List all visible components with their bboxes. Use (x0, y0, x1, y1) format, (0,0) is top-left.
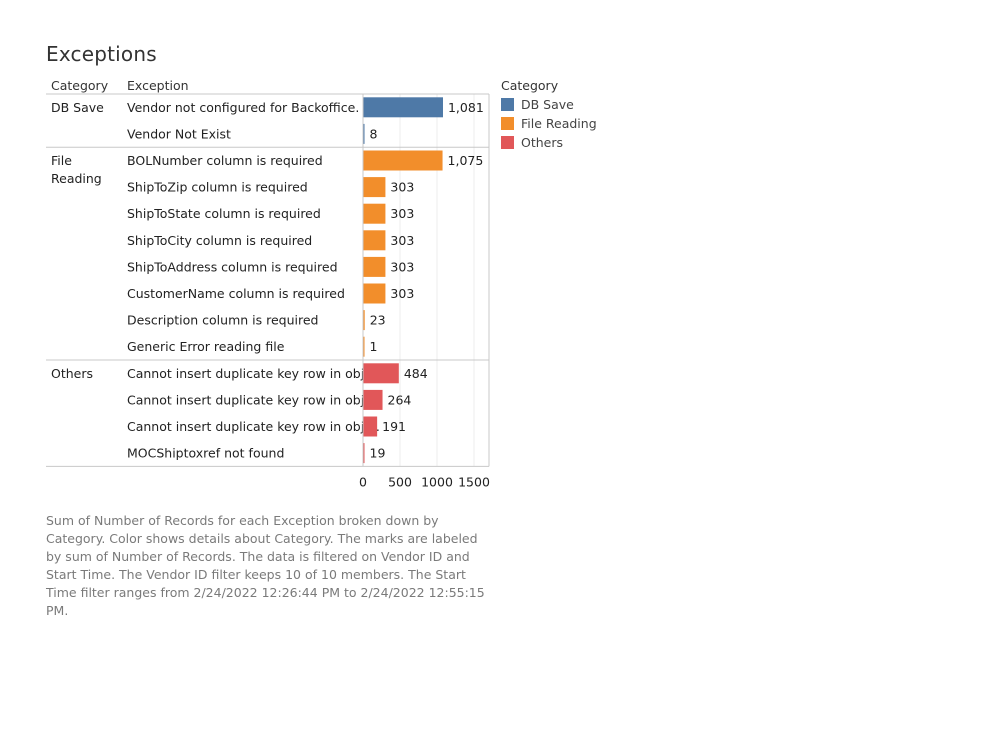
legend: Category DB Save File Reading Others (501, 78, 597, 152)
legend-item-db-save[interactable]: DB Save (501, 95, 597, 114)
data-label: 191 (382, 419, 406, 434)
bar (363, 416, 378, 437)
legend-item-file-reading[interactable]: File Reading (501, 114, 597, 133)
exception-label: Generic Error reading file (127, 339, 285, 354)
page-title: Exceptions (46, 42, 157, 66)
data-label: 8 (370, 126, 378, 141)
column-header-category: Category (51, 78, 109, 93)
legend-label-db-save: DB Save (521, 97, 574, 112)
bar (363, 389, 383, 410)
exception-label: CustomerName column is required (127, 286, 345, 301)
bar (363, 150, 443, 171)
exception-label: ShipToCity column is required (127, 233, 312, 248)
legend-label-others: Others (521, 135, 564, 150)
exception-label: BOLNumber column is required (127, 153, 323, 168)
bar (363, 363, 399, 384)
x-tick-label: 500 (388, 474, 412, 489)
x-tick-label: 1500 (458, 474, 490, 489)
exception-label: Cannot insert duplicate key row in obje.… (127, 392, 380, 407)
category-label: Reading (51, 171, 102, 186)
column-header-exception: Exception (127, 78, 189, 93)
legend-swatch-file-reading (501, 117, 514, 130)
exception-label: Vendor not configured for Backoffice. (127, 100, 359, 115)
bar (363, 177, 386, 198)
legend-swatch-others (501, 136, 514, 149)
legend-swatch-db-save (501, 98, 514, 111)
exception-label: Cannot insert duplicate key row in obje.… (127, 419, 380, 434)
legend-item-others[interactable]: Others (501, 133, 597, 152)
bar (363, 123, 365, 144)
bar (363, 310, 365, 331)
bar (363, 256, 386, 277)
exception-label: Description column is required (127, 313, 319, 328)
bar (363, 230, 386, 251)
data-label: 303 (390, 259, 414, 274)
exception-label: MOCShiptoxref not found (127, 446, 284, 461)
data-label: 1,075 (448, 153, 484, 168)
exception-label: Vendor Not Exist (127, 126, 231, 141)
data-label: 303 (390, 286, 414, 301)
data-label: 19 (370, 446, 386, 461)
bar (363, 443, 365, 464)
x-tick-label: 0 (359, 474, 367, 489)
exception-label: ShipToZip column is required (127, 180, 308, 195)
data-label: 303 (390, 233, 414, 248)
exception-label: ShipToAddress column is required (127, 259, 338, 274)
category-label: Others (51, 366, 93, 381)
bar (363, 283, 386, 304)
data-label: 1,081 (448, 100, 484, 115)
bar (363, 203, 386, 224)
exception-label: Cannot insert duplicate key row in obje.… (127, 366, 380, 381)
data-label: 23 (370, 313, 386, 328)
bar-chart: Category Exception DB Save Vendor not confi… (46, 78, 490, 489)
data-label: 303 (390, 206, 414, 221)
category-label: File (51, 153, 72, 168)
legend-label-file-reading: File Reading (521, 116, 597, 131)
data-label: 484 (404, 366, 428, 381)
data-label: 264 (388, 392, 412, 407)
chart-description: Sum of Number of Records for each Except… (46, 513, 485, 618)
x-tick-label: 1000 (421, 474, 453, 489)
category-label: DB Save (51, 100, 104, 115)
data-label: 1 (370, 339, 378, 354)
bar (363, 97, 443, 118)
bar (363, 336, 365, 357)
exception-label: ShipToState column is required (127, 206, 321, 221)
legend-title: Category (501, 78, 559, 93)
data-label: 303 (390, 180, 414, 195)
